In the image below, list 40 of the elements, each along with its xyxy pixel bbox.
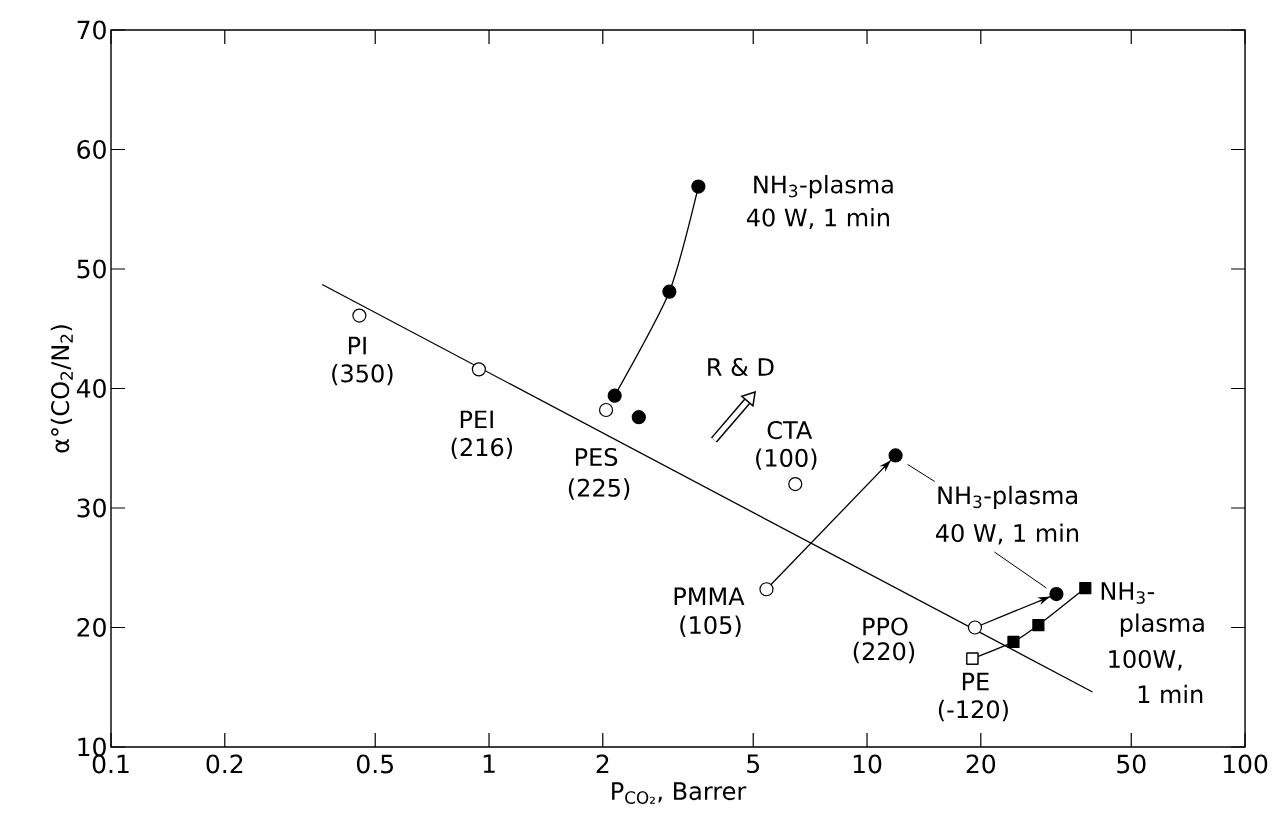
x-tick-label: 2	[596, 754, 609, 774]
x-tick-label: 0.5	[356, 754, 393, 774]
annotation: PMMA	[674, 587, 745, 605]
y-tick-label: 30	[77, 498, 106, 518]
annotation: (225)	[568, 478, 630, 500]
annotation: (100)	[756, 448, 817, 470]
y-tick-label: 70	[77, 20, 106, 40]
x-tick-label: 20	[966, 754, 996, 774]
x-tick-label: 0.2	[206, 754, 243, 774]
annotation: NH$_{3}$-	[1101, 582, 1155, 604]
x-axis-title: P$_{CO₂}$, Barrer	[612, 782, 747, 804]
x-tick-label: 1	[483, 754, 495, 773]
annotation: 40 W, 1 min	[746, 208, 889, 230]
annotation: (350)	[332, 363, 393, 386]
y-tick-label: 50	[77, 259, 106, 279]
annotation: NH$_{3}$-plasma	[754, 174, 893, 199]
y-axis-title: α°(CO$_{2}$/N$_{2}$)	[50, 325, 73, 453]
annotation: CTA	[767, 421, 813, 440]
annotation: 100W,	[1109, 649, 1182, 671]
x-tick-label: 100	[1223, 754, 1268, 774]
annotation: PI	[348, 336, 366, 355]
annotation: (105)	[680, 615, 741, 637]
annotation: (-120)	[938, 699, 1008, 722]
annotation: R & D	[708, 357, 774, 377]
annotation: plasma	[1120, 613, 1204, 637]
annotation: PE	[962, 672, 989, 691]
annotation: (216)	[451, 437, 513, 460]
annotation: PEI	[460, 410, 493, 429]
x-tick-label: 10	[853, 754, 882, 774]
y-tick-label: 40	[76, 379, 106, 398]
x-tick-label: 5	[747, 754, 760, 774]
annotation: NH$_{3}$-plasma	[938, 485, 1077, 510]
annotation: PES	[575, 447, 618, 467]
annotation: 1 min	[1138, 684, 1203, 704]
annotation: PPO	[863, 617, 908, 636]
annotation: (220)	[853, 641, 915, 664]
y-tick-label: 60	[77, 140, 106, 159]
y-tick-label: 20	[77, 618, 106, 637]
x-tick-label: 50	[1117, 754, 1146, 774]
annotation: 40 W, 1 min	[935, 523, 1079, 545]
